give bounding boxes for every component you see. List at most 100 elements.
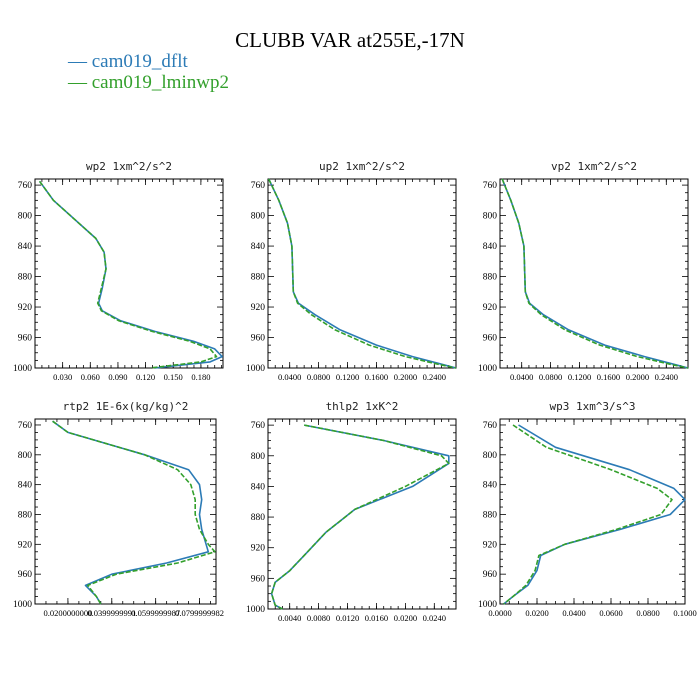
y-tick-label: 960 xyxy=(18,570,33,580)
legend-item-dflt: — cam019_dflt xyxy=(68,51,188,73)
y-tick-label: 760 xyxy=(18,181,33,191)
panel-title: wp2 1xm^2/s^2 xyxy=(86,160,172,173)
y-tick-label: 840 xyxy=(18,481,33,491)
x-tick-label: 0.060 xyxy=(81,372,100,382)
y-tick-label: 960 xyxy=(18,334,33,344)
y-tick-label: 880 xyxy=(251,513,266,523)
y-tick-label: 800 xyxy=(483,451,498,461)
x-tick-label: 0.0160 xyxy=(365,613,388,623)
y-tick-label: 880 xyxy=(18,510,33,520)
panel-title: vp2 1xm^2/s^2 xyxy=(551,160,637,173)
legend-line-icon: — xyxy=(68,72,87,93)
y-tick-label: 840 xyxy=(251,482,266,492)
series-line-dflt xyxy=(501,178,689,369)
y-tick-label: 800 xyxy=(483,212,498,222)
x-tick-label: 0.2000 xyxy=(626,372,649,382)
y-tick-label: 920 xyxy=(251,303,266,313)
x-tick-label: 0.0400 xyxy=(510,372,533,382)
y-tick-label: 960 xyxy=(251,574,266,584)
x-tick-label: 0.0800 xyxy=(636,608,659,618)
y-tick-label: 960 xyxy=(483,334,498,344)
series-line-lminwp2 xyxy=(267,178,457,369)
x-tick-label: 0.120 xyxy=(136,372,155,382)
series-line-dflt xyxy=(38,180,223,369)
y-tick-label: 960 xyxy=(251,334,266,344)
x-tick-label: 0.1600 xyxy=(365,372,388,382)
x-tick-label: 0.0400 xyxy=(562,608,585,618)
y-tick-label: 1000 xyxy=(13,600,32,610)
x-tick-label: 0.0000 xyxy=(488,608,511,618)
legend-label: cam019_dflt xyxy=(91,51,188,72)
plot-frame xyxy=(499,418,686,605)
x-tick-label: 0.0080 xyxy=(307,613,330,623)
plot-frame xyxy=(267,418,457,610)
series-line-lminwp2 xyxy=(52,420,216,605)
series-line-dflt xyxy=(503,424,686,605)
x-tick-label: 0.0120 xyxy=(336,613,359,623)
series-line-lminwp2 xyxy=(501,178,689,369)
series-line-dflt xyxy=(270,424,450,610)
plot-frame xyxy=(34,178,224,369)
y-tick-label: 880 xyxy=(18,273,33,283)
y-tick-label: 760 xyxy=(18,421,33,431)
y-tick-label: 920 xyxy=(483,540,498,550)
plot-frame xyxy=(499,178,689,369)
y-tick-label: 880 xyxy=(483,510,498,520)
x-tick-label: 0.1200 xyxy=(336,372,359,382)
x-tick-label: 0.0799999982 xyxy=(175,608,224,618)
y-tick-label: 1000 xyxy=(478,600,497,610)
series-line-dflt xyxy=(52,420,210,605)
x-tick-label: 0.2400 xyxy=(423,372,446,382)
x-tick-label: 0.2000 xyxy=(394,372,417,382)
x-tick-label: 0.0200 xyxy=(394,613,417,623)
y-tick-label: 760 xyxy=(251,421,266,431)
x-tick-label: 0.030 xyxy=(53,372,72,382)
series-line-lminwp2 xyxy=(270,424,450,610)
y-tick-label: 1000 xyxy=(246,364,265,374)
y-tick-label: 760 xyxy=(251,181,266,191)
x-tick-label: 0.150 xyxy=(164,372,183,382)
x-tick-label: 0.0040 xyxy=(278,613,301,623)
y-tick-label: 840 xyxy=(483,242,498,252)
page-title: CLUBB VAR at255E,-17N xyxy=(235,28,465,52)
x-tick-label: 0.1000 xyxy=(673,608,696,618)
x-tick-label: 0.0800 xyxy=(539,372,562,382)
y-tick-label: 800 xyxy=(18,451,33,461)
y-tick-label: 760 xyxy=(483,181,498,191)
legend-line-icon: — xyxy=(68,51,87,72)
y-tick-label: 880 xyxy=(251,273,266,283)
legend-item-lminwp2: — cam019_lminwp2 xyxy=(68,72,229,94)
plot-frame xyxy=(34,418,217,605)
x-tick-label: 0.0800 xyxy=(307,372,330,382)
x-tick-label: 0.0240 xyxy=(423,613,446,623)
y-tick-label: 920 xyxy=(18,540,33,550)
y-tick-label: 1000 xyxy=(13,364,32,374)
x-tick-label: 0.1200 xyxy=(568,372,591,382)
panel-title: wp3 1xm^3/s^3 xyxy=(549,400,635,413)
y-tick-label: 800 xyxy=(251,212,266,222)
y-tick-label: 880 xyxy=(483,273,498,283)
y-tick-label: 920 xyxy=(251,544,266,554)
series-line-lminwp2 xyxy=(38,180,218,369)
x-tick-label: 0.0200 xyxy=(525,608,548,618)
x-tick-label: 0.0399999991 xyxy=(87,608,136,618)
y-tick-label: 800 xyxy=(18,212,33,222)
y-tick-label: 1000 xyxy=(246,605,265,615)
y-tick-label: 800 xyxy=(251,452,266,462)
series-line-dflt xyxy=(267,178,457,369)
y-tick-label: 840 xyxy=(251,242,266,252)
series-line-lminwp2 xyxy=(503,424,673,605)
y-tick-label: 760 xyxy=(483,421,498,431)
x-tick-label: 0.1600 xyxy=(597,372,620,382)
y-tick-label: 960 xyxy=(483,570,498,580)
y-tick-label: 840 xyxy=(18,242,33,252)
y-tick-label: 920 xyxy=(18,303,33,313)
x-tick-label: 0.0400 xyxy=(278,372,301,382)
panel-title: rtp2 1E-6x(kg/kg)^2 xyxy=(63,400,189,413)
x-tick-label: 0.0200000000 xyxy=(43,608,92,618)
x-tick-label: 0.090 xyxy=(108,372,127,382)
y-tick-label: 1000 xyxy=(478,364,497,374)
x-tick-label: 0.180 xyxy=(191,372,210,382)
legend-label: cam019_lminwp2 xyxy=(91,72,229,93)
